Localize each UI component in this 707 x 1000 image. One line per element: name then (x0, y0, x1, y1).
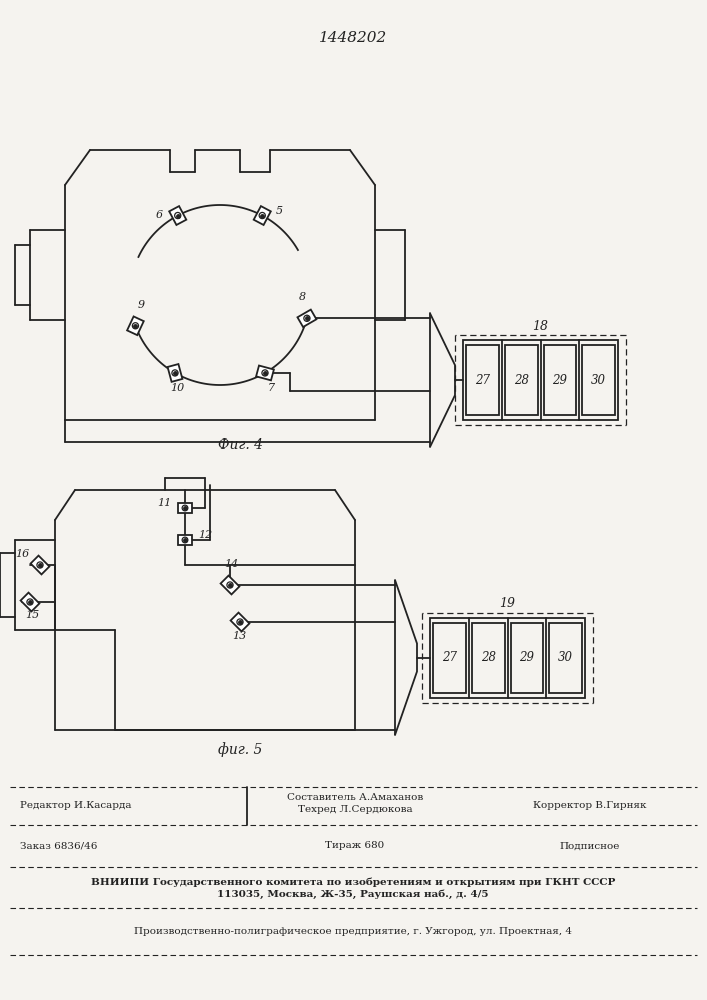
Bar (510, 622, 543, 692)
Text: Техред Л.Сердюкова: Техред Л.Сердюкова (298, 804, 412, 814)
Circle shape (172, 370, 178, 376)
Circle shape (227, 582, 233, 588)
Text: Корректор В.Гирняк: Корректор В.Гирняк (533, 802, 647, 810)
Circle shape (259, 212, 265, 219)
Text: 29: 29 (520, 651, 534, 664)
Bar (463, 340, 618, 420)
Polygon shape (256, 366, 274, 380)
Bar (433, 622, 466, 692)
Text: 15: 15 (25, 610, 40, 620)
Text: 13: 13 (232, 631, 246, 641)
Polygon shape (21, 593, 40, 611)
Bar (583, 345, 615, 415)
Text: 12: 12 (198, 530, 212, 540)
Polygon shape (168, 364, 182, 382)
Text: 27: 27 (475, 374, 490, 387)
Text: Производственно-полиграфическое предприятие, г. Ужгород, ул. Проектная, 4: Производственно-полиграфическое предприя… (134, 928, 572, 936)
Bar (472, 622, 505, 692)
Polygon shape (254, 206, 271, 225)
Bar (549, 622, 582, 692)
Polygon shape (178, 503, 192, 513)
Text: ВНИИПИ Государственного комитета по изобретениям и открытиям при ГКНТ СССР: ВНИИПИ Государственного комитета по изоб… (90, 877, 615, 887)
Polygon shape (298, 310, 317, 327)
Circle shape (175, 212, 181, 219)
Text: 30: 30 (558, 651, 573, 664)
Polygon shape (127, 316, 144, 335)
Text: 5: 5 (275, 206, 282, 216)
Circle shape (132, 323, 139, 329)
Text: 9: 9 (137, 300, 144, 310)
Circle shape (37, 562, 43, 568)
Bar (505, 345, 537, 415)
Text: 28: 28 (513, 374, 529, 387)
Text: Составитель А.Амаханов: Составитель А.Амаханов (287, 794, 423, 802)
Circle shape (27, 599, 33, 605)
Text: 10: 10 (170, 383, 185, 393)
Text: Редактор И.Касарда: Редактор И.Касарда (20, 802, 132, 810)
Text: 7: 7 (268, 383, 275, 393)
Circle shape (182, 505, 188, 511)
Text: 18: 18 (532, 320, 549, 333)
Text: 11: 11 (157, 498, 171, 508)
Text: 19: 19 (500, 597, 515, 610)
Text: 16: 16 (15, 549, 29, 559)
Polygon shape (221, 576, 240, 594)
Bar (430, 617, 585, 698)
Circle shape (262, 370, 268, 376)
Text: 1448202: 1448202 (319, 31, 387, 45)
Bar (544, 345, 576, 415)
Text: фиг. 5: фиг. 5 (218, 743, 262, 757)
Polygon shape (230, 613, 250, 631)
Circle shape (237, 619, 243, 625)
Text: 113035, Москва, Ж-35, Раушская наб., д. 4/5: 113035, Москва, Ж-35, Раушская наб., д. … (217, 889, 489, 899)
Circle shape (182, 537, 188, 543)
Polygon shape (169, 206, 187, 225)
Text: 28: 28 (481, 651, 496, 664)
Circle shape (304, 315, 310, 321)
Text: 27: 27 (442, 651, 457, 664)
Text: 6: 6 (156, 210, 163, 220)
Polygon shape (178, 535, 192, 545)
Polygon shape (30, 556, 49, 574)
Text: 8: 8 (299, 292, 306, 302)
Text: Фиг. 4: Фиг. 4 (218, 438, 262, 452)
Text: Подписное: Подписное (560, 842, 620, 850)
Text: 14: 14 (224, 559, 238, 569)
Text: Тираж 680: Тираж 680 (325, 842, 385, 850)
Bar (466, 345, 498, 415)
Text: Заказ 6836/46: Заказ 6836/46 (20, 842, 98, 850)
Text: 30: 30 (591, 374, 606, 387)
Text: 29: 29 (552, 374, 568, 387)
